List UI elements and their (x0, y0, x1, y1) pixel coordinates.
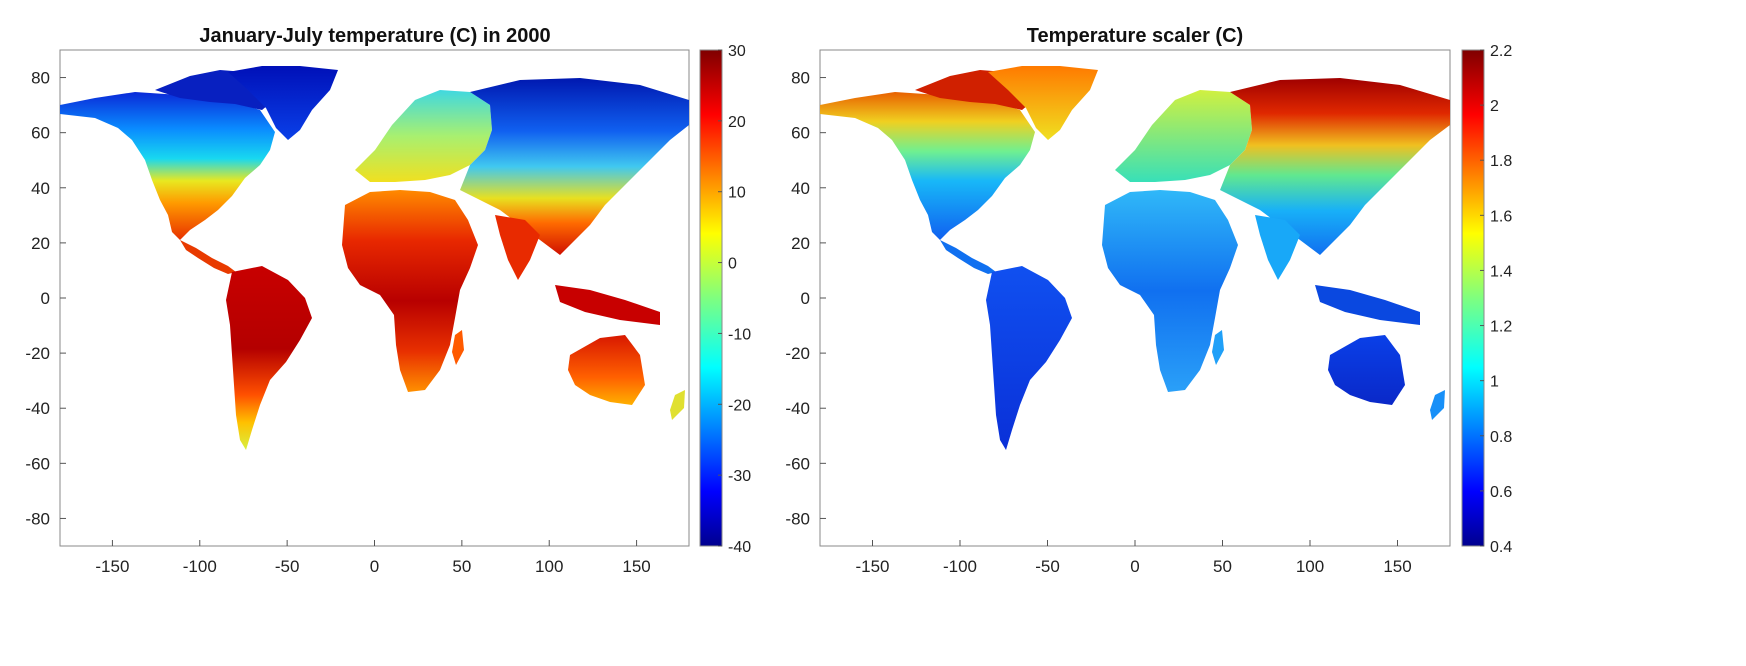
landmass-central-america (180, 240, 236, 274)
landmass-greenland (988, 66, 1098, 140)
landmass-australia (568, 335, 645, 405)
scaler-field (820, 66, 1450, 450)
colorbar-tick-label: 2 (1490, 98, 1499, 115)
x-tick-label: 150 (1383, 557, 1411, 576)
y-tick-label: 0 (41, 289, 50, 308)
y-tick-label: -40 (785, 399, 810, 418)
colorbar: 30 20 10 0 -10 -20 -30 -40 (699, 43, 751, 556)
y-tick-label: 80 (791, 69, 810, 88)
y-tick-label: 40 (31, 179, 50, 198)
y-tick-label: 60 (31, 124, 50, 143)
x-tick-label: -100 (943, 557, 977, 576)
y-tick-label: -60 (25, 454, 50, 473)
y-tick-label: 0 (801, 289, 810, 308)
colorbar-tick-label: 1.2 (1490, 319, 1512, 336)
colorbar-tick-label: 10 (728, 185, 746, 202)
y-tick-label: 20 (31, 234, 50, 253)
x-tick-label: -50 (275, 557, 300, 576)
landmass-southeast-asia (1315, 285, 1420, 325)
x-axis: -150 -100 -50 0 50 100 150 (855, 540, 1412, 576)
landmass-asia (1220, 78, 1450, 255)
y-tick-label: 20 (791, 234, 810, 253)
colorbar-tick-label: 0.8 (1490, 429, 1512, 446)
y-tick-label: 40 (791, 179, 810, 198)
x-tick-label: 150 (622, 557, 650, 576)
y-tick-label: -60 (785, 454, 810, 473)
colorbar-tick-label: 1.8 (1490, 153, 1512, 170)
panel-title: January-July temperature (C) in 2000 (199, 25, 550, 47)
colorbar-tick-label: -20 (728, 397, 751, 414)
x-tick-label: 100 (535, 557, 563, 576)
landmass-india (495, 215, 540, 280)
colorbar-ticks: 30 20 10 0 -10 -20 -30 -40 (718, 43, 751, 556)
landmass-europe (355, 90, 492, 182)
y-tick-label: -40 (25, 399, 50, 418)
x-tick-label: 0 (1130, 557, 1139, 576)
temperature-panel: January-July temperature (C) in 2000 (25, 25, 751, 576)
colorbar-ramp (699, 49, 723, 547)
landmass-south-america (226, 266, 312, 450)
temperature-field (60, 66, 689, 450)
colorbar-tick-label: 0.4 (1490, 539, 1512, 556)
landmass-asia (460, 78, 689, 255)
landmass-madagascar (452, 330, 464, 365)
y-tick-label: -80 (25, 509, 50, 528)
colorbar: 2.2 2 1.8 1.6 1.4 1.2 1 0.8 0.6 0.4 (1461, 43, 1512, 556)
colorbar-tick-label: 1.4 (1490, 263, 1512, 280)
scaler-panel: Temperature scaler (C) -150 -100 -50 0 50 100… (785, 25, 1512, 576)
landmass-africa (342, 190, 478, 392)
landmass-india (1255, 215, 1300, 280)
colorbar-tick-label: -30 (728, 468, 751, 485)
landmass-greenland (228, 66, 338, 140)
x-tick-label: -150 (855, 557, 889, 576)
landmass-europe (1115, 90, 1252, 182)
x-tick-label: -50 (1035, 557, 1060, 576)
colorbar-tick-label: -40 (728, 539, 751, 556)
y-tick-label: -20 (25, 344, 50, 363)
landmass-africa (1102, 190, 1238, 392)
colorbar-tick-label: -10 (728, 326, 751, 343)
landmass-new-zealand (1430, 390, 1445, 420)
colorbar-ramp (1461, 49, 1485, 547)
colorbar-tick-label: 20 (728, 114, 746, 131)
colorbar-tick-label: 1 (1490, 374, 1499, 391)
y-axis: 80 60 40 20 0 -20 -40 -60 -80 (25, 69, 66, 528)
y-tick-label: -20 (785, 344, 810, 363)
x-tick-label: 50 (452, 557, 471, 576)
landmass-north-america (820, 92, 1035, 240)
y-axis: 80 60 40 20 0 -20 -40 -60 -80 (785, 69, 826, 528)
colorbar-tick-label: 0 (728, 256, 737, 273)
landmass-australia (1328, 335, 1405, 405)
y-tick-label: -80 (785, 509, 810, 528)
colorbar-tick-label: 0.6 (1490, 484, 1512, 501)
colorbar-ticks: 2.2 2 1.8 1.6 1.4 1.2 1 0.8 0.6 0.4 (1480, 43, 1512, 556)
landmass-north-america (60, 92, 275, 240)
landmass-central-america (940, 240, 996, 274)
y-tick-label: 80 (31, 69, 50, 88)
x-tick-label: 50 (1213, 557, 1232, 576)
x-tick-label: 0 (370, 557, 379, 576)
landmass-new-zealand (670, 390, 685, 420)
x-tick-label: 100 (1296, 557, 1324, 576)
landmass-south-america (986, 266, 1072, 450)
x-tick-label: -100 (183, 557, 217, 576)
y-tick-label: 60 (791, 124, 810, 143)
colorbar-tick-label: 1.6 (1490, 208, 1512, 225)
x-axis: -150 -100 -50 0 50 100 150 (95, 540, 651, 576)
panel-title: Temperature scaler (C) (1027, 25, 1243, 47)
colorbar-tick-label: 2.2 (1490, 43, 1512, 60)
x-tick-label: -150 (95, 557, 129, 576)
colorbar-tick-label: 30 (728, 43, 746, 60)
landmass-southeast-asia (555, 285, 660, 325)
landmass-madagascar (1212, 330, 1224, 365)
